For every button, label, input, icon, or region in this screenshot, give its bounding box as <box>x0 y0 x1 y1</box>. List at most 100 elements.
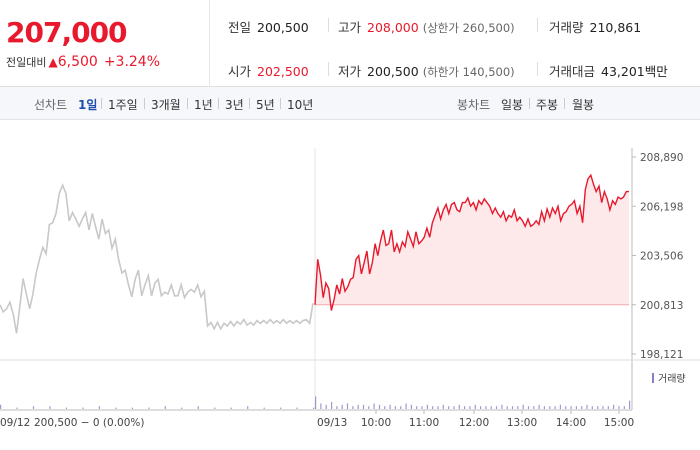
prev-day-info: 200,500 − 0 (0.00%) <box>34 417 144 429</box>
period-3y[interactable]: 3년 <box>225 98 244 112</box>
volume-bar <box>533 406 535 409</box>
volume-bar <box>464 406 466 409</box>
volume-bar <box>384 406 386 409</box>
today-label: 09/13 <box>317 417 347 429</box>
stat-low: 저가 200,500 (하한가 140,500) <box>338 64 515 79</box>
volume-bar <box>517 406 519 409</box>
volume-legend: 거래량 <box>658 373 686 385</box>
volume-bar <box>131 407 133 409</box>
volume-bar <box>623 406 625 409</box>
volume-bar <box>230 407 232 409</box>
prev-day-label: 09/12 <box>0 417 30 429</box>
volume-bar <box>331 402 333 409</box>
volume-bar <box>421 406 423 409</box>
volume-bar <box>559 404 561 409</box>
volume-bar <box>453 406 455 409</box>
volume-bar <box>442 404 444 409</box>
volume-bar <box>426 404 428 409</box>
period-10y[interactable]: 10년 <box>287 98 314 112</box>
chart-toolbar: 선차트 1일 1주일 3개월 1년 3년 5년 10년 봉차트 일봉 주봉 월봉 <box>0 87 700 120</box>
volume-bar <box>320 403 322 409</box>
volume-bar <box>527 406 530 409</box>
volume-bar <box>538 404 540 409</box>
candle-daily[interactable]: 일봉 <box>501 98 524 112</box>
volume-bar <box>543 406 545 409</box>
volume-legend-swatch <box>652 373 654 383</box>
divider <box>280 98 281 109</box>
stat-volume: 거래량 210,861 <box>549 20 642 35</box>
candle-weekly[interactable]: 주봉 <box>536 98 559 112</box>
today-price-line <box>314 173 629 311</box>
volume-bar <box>346 403 349 409</box>
volume-bar <box>437 406 439 409</box>
divider <box>249 98 250 109</box>
volume-bar <box>495 406 498 409</box>
volume-bar <box>506 406 508 409</box>
volume-bar <box>373 403 375 409</box>
period-5y[interactable]: 5년 <box>256 98 275 112</box>
volume-bar <box>32 406 35 409</box>
current-price: 207,000 <box>6 16 128 49</box>
volume-bar <box>315 396 317 409</box>
volume-bar <box>575 406 577 409</box>
divider <box>529 98 530 109</box>
period-1y[interactable]: 1년 <box>194 98 213 112</box>
volume-bar <box>336 406 338 409</box>
volume-bar <box>554 406 556 409</box>
triangle-up-icon: ▲ <box>48 55 58 69</box>
volume-bar <box>0 404 2 409</box>
stat-prev-close: 전일 200,500 <box>228 20 309 35</box>
y-tick-label: 206,198 <box>640 201 683 213</box>
volume-bar <box>591 406 593 409</box>
volume-bar <box>448 406 450 409</box>
volume-bar <box>214 407 216 409</box>
volume-bar <box>65 407 68 409</box>
volume-bar <box>362 404 365 409</box>
x-tick-label: 15:00 <box>604 417 634 429</box>
volume-bar <box>368 406 370 409</box>
period-3m[interactable]: 3개월 <box>151 98 181 112</box>
volume-bar <box>197 406 199 409</box>
y-tick-label: 203,506 <box>640 251 684 263</box>
period-1w[interactable]: 1주일 <box>108 98 138 112</box>
volume-bar <box>181 407 183 409</box>
volume-bar <box>352 406 354 409</box>
volume-bar <box>501 404 503 409</box>
volume-bar <box>400 406 402 409</box>
volume-bar <box>511 406 514 409</box>
volume-bar <box>98 406 100 409</box>
volume-bar <box>325 404 327 409</box>
volume-bar <box>16 407 18 409</box>
divider <box>101 98 102 109</box>
change-value: 6,500 <box>57 54 98 70</box>
x-tick-label: 12:00 <box>459 417 489 429</box>
candle-monthly[interactable]: 월봉 <box>572 98 595 112</box>
volume-bar <box>389 404 391 409</box>
volume-bar <box>522 404 524 409</box>
volume-bar <box>602 406 604 409</box>
volume-bar <box>405 403 407 409</box>
volume-bar <box>313 407 315 409</box>
divider <box>144 98 145 109</box>
volume-bar <box>410 404 412 409</box>
prev-day-price-line <box>0 183 314 334</box>
y-tick-label: 208,890 <box>640 152 683 164</box>
volume-bar <box>416 406 418 409</box>
volume-bar <box>49 406 51 409</box>
volume-bar <box>378 404 381 409</box>
volume-bar <box>480 406 482 409</box>
volume-bar <box>394 406 396 409</box>
period-1d[interactable]: 1일 <box>78 98 98 112</box>
price-box: 207,000 전일대비 ▲6,500 +3.24% <box>0 0 210 87</box>
volume-bar <box>432 406 434 409</box>
divider <box>218 98 219 109</box>
change-percent: +3.24% <box>103 54 161 70</box>
y-tick-label: 198,121 <box>640 349 683 361</box>
volume-bar <box>263 407 265 409</box>
x-tick-label: 11:00 <box>409 417 439 429</box>
volume-bar <box>296 407 298 409</box>
volume-bar <box>485 406 487 409</box>
stat-high: 고가 208,000 (상한가 260,500) <box>338 20 515 35</box>
candle-chart-label: 봉차트 <box>457 98 491 112</box>
